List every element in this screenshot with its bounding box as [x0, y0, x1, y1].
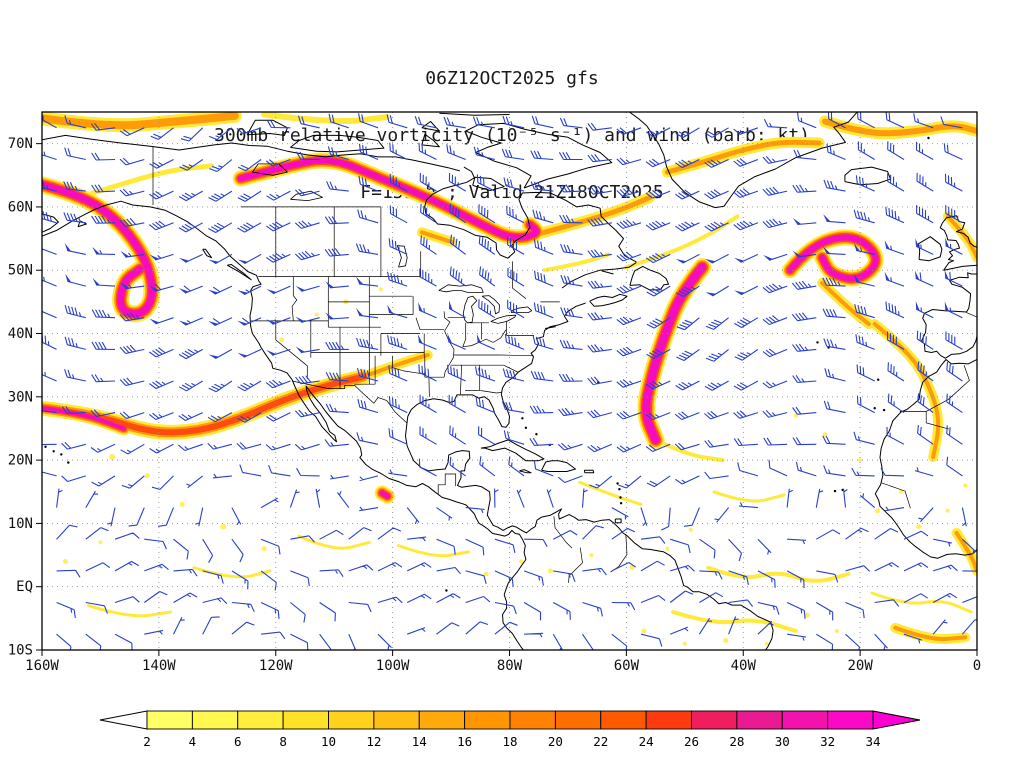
colorbar-segment: [418, 710, 466, 730]
colorbar-segment: [191, 710, 239, 730]
colorbar-segment: [282, 710, 329, 730]
lat-label: 50N: [8, 263, 33, 279]
lon-label: 0: [973, 658, 981, 674]
lat-label: 70N: [8, 136, 33, 152]
colorbar-segment: [781, 710, 829, 730]
colorbar-segment: [328, 710, 375, 730]
colorbar-label: 34: [865, 734, 880, 749]
colorbar-label: 18: [502, 734, 517, 749]
colorbar-label: 12: [366, 734, 381, 749]
wind-barbs-layer: [42, 112, 977, 650]
lat-label: EQ: [16, 579, 33, 595]
colorbar-label: 30: [775, 734, 790, 749]
colorbar-label: 20: [548, 734, 563, 749]
latlon-grid-layer: [42, 112, 977, 650]
lon-label: 80W: [497, 658, 523, 674]
colorbar-segment: [645, 710, 692, 730]
colorbar-segment: [600, 710, 647, 730]
colorbar-label: 26: [684, 734, 699, 749]
colorbar-label: 2: [143, 734, 151, 749]
colorbar-label: 8: [279, 734, 287, 749]
lat-label: 10N: [8, 516, 33, 532]
colorbar-label: 32: [820, 734, 835, 749]
colorbar-label: 22: [593, 734, 608, 749]
colorbar-segment: [146, 710, 193, 730]
lon-label: 20W: [847, 658, 873, 674]
lat-label: 60N: [8, 199, 33, 215]
colorbar-segment: [373, 710, 420, 730]
lat-label: 20N: [8, 453, 33, 469]
lat-label: 40N: [8, 326, 33, 342]
colorbar-segment: [691, 710, 738, 730]
title-model-run: 06Z12OCT2025 gfs: [425, 68, 599, 89]
lon-label: 160W: [25, 658, 59, 674]
lat-label: 10S: [8, 643, 33, 659]
lon-label: 40W: [731, 658, 757, 674]
colorbar-label: 14: [412, 734, 427, 749]
colorbar-arrow-under: [99, 710, 148, 730]
colorbar-segment: [736, 710, 783, 730]
colorbar: 2 4 6 8 10 12 14 16 18 20 22 24 26 28 30 32 34: [99, 710, 921, 749]
lon-label: 60W: [614, 658, 640, 674]
colorbar-segment: [464, 710, 511, 730]
colorbar-label: 10: [321, 734, 336, 749]
lon-label: 100W: [376, 658, 410, 674]
colorbar-label: 16: [457, 734, 472, 749]
coastlines-layer: [42, 112, 977, 650]
colorbar-label: 24: [639, 734, 654, 749]
lon-label: 140W: [142, 658, 176, 674]
colorbar-segment: [554, 710, 602, 730]
lon-label: 120W: [259, 658, 293, 674]
lat-label: 30N: [8, 389, 33, 405]
colorbar-label: 4: [189, 734, 197, 749]
colorbar-segment: [237, 710, 284, 730]
vorticity-shading-layer: [42, 112, 977, 646]
colorbar-label: 6: [234, 734, 242, 749]
colorbar-arrow-over: [872, 710, 921, 730]
colorbar-label: 28: [729, 734, 744, 749]
colorbar-segment: [827, 710, 874, 730]
colorbar-segment: [509, 710, 556, 730]
